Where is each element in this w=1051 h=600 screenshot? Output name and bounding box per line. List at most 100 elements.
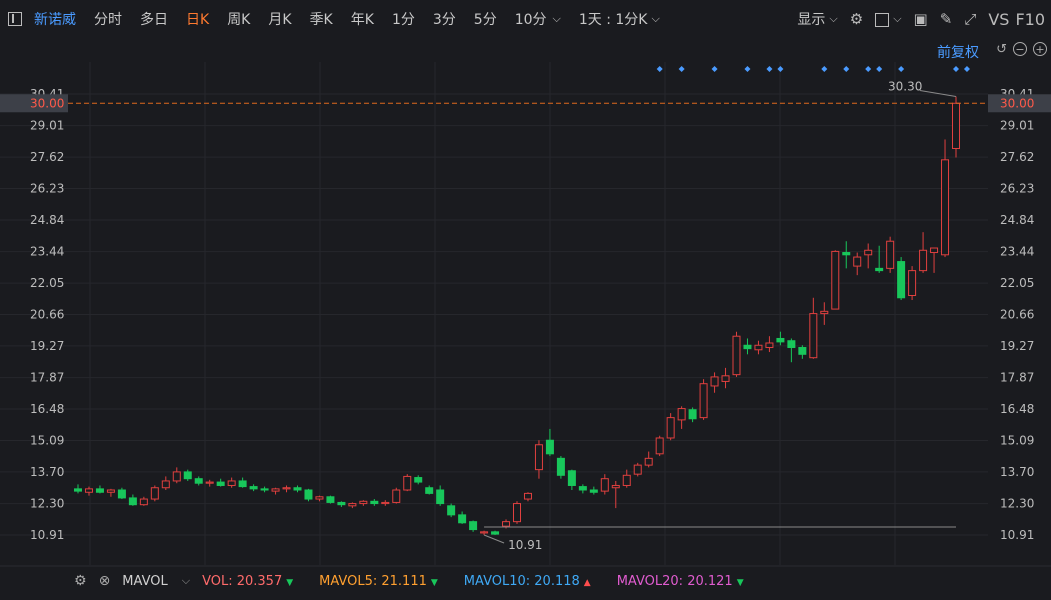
candle-body: [370, 500, 379, 505]
candle-body: [765, 342, 774, 349]
y-tick-right-10: 17.87: [1000, 371, 1034, 385]
chevron-down-icon[interactable]: ⌵: [181, 574, 191, 587]
indicator-name[interactable]: MAVOL: [122, 573, 168, 589]
toolbar: 新诺威 分时 多日 日K 周K 月K 季K 年K 1分 3分 5分 10分 ⌵ 1天 : 1分K ⌵ 显示…: [0, 0, 1051, 38]
candle: [359, 500, 368, 506]
candle: [831, 250, 840, 310]
close-icon[interactable]: ⊗: [98, 573, 111, 589]
period-tab-5[interactable]: 季K: [309, 12, 333, 28]
candle-body: [798, 347, 807, 355]
period-tab-6[interactable]: 年K: [350, 12, 374, 28]
down-arrow-icon: ▼: [430, 577, 438, 588]
event-marker-8: [865, 66, 872, 72]
candle: [600, 474, 609, 495]
down-arrow-icon: ▼: [736, 577, 744, 588]
chevron-down-icon[interactable]: ⌵: [893, 12, 902, 25]
candle-body: [941, 159, 950, 256]
candle-body: [117, 489, 126, 499]
candle: [655, 435, 664, 457]
sidebar-toggle-icon[interactable]: [8, 12, 22, 26]
candle-body: [831, 250, 840, 310]
candle: [447, 503, 456, 518]
candle: [644, 451, 653, 468]
mavol5-item: MAVOL5: 21.111 ▼: [319, 573, 438, 589]
candle: [677, 406, 686, 429]
candle: [513, 501, 521, 524]
camera-icon[interactable]: ▣: [913, 10, 928, 28]
y-tick-right-11: 16.48: [1000, 402, 1034, 416]
candle: [567, 469, 576, 490]
period-tab-1[interactable]: 多日: [140, 12, 168, 28]
candle-body: [260, 488, 269, 491]
candle-body: [864, 249, 873, 256]
candle: [414, 475, 423, 485]
chevron-down-icon[interactable]: ⌵: [829, 12, 838, 25]
gear-icon[interactable]: ⚙: [849, 10, 864, 28]
period-tab-10[interactable]: 10分: [514, 12, 547, 28]
candle: [271, 487, 280, 495]
candle: [952, 96, 960, 158]
multi-period-tab[interactable]: 1天 : 1分K: [578, 12, 648, 28]
candle-body: [952, 102, 960, 150]
candle-body: [282, 487, 291, 490]
candle-body: [534, 444, 543, 471]
chevron-down-icon[interactable]: ⌵: [651, 12, 660, 25]
current-price-label-left: 30.00: [30, 96, 64, 110]
vs-button[interactable]: VS: [988, 9, 1010, 29]
candle: [436, 485, 445, 506]
chevron-down-icon[interactable]: ⌵: [552, 12, 561, 25]
event-marker-12: [963, 66, 970, 72]
candle: [787, 338, 796, 363]
candle-body: [293, 487, 302, 491]
event-marker-9: [876, 66, 883, 72]
box-icon[interactable]: [875, 10, 890, 28]
adjust-mode-button[interactable]: 前复权: [937, 45, 979, 61]
period-tab-3[interactable]: 周K: [227, 12, 251, 28]
fullscreen-icon[interactable]: ⤢: [964, 10, 977, 28]
candle-body: [227, 480, 236, 486]
f10-button[interactable]: F10: [1015, 9, 1045, 29]
candle-body: [523, 492, 532, 500]
pencil-icon[interactable]: ✎: [939, 10, 953, 28]
period-tab-2[interactable]: 日K: [186, 12, 210, 28]
event-marker-6: [821, 66, 828, 72]
high-pointer-line: [919, 89, 957, 97]
down-arrow-icon: ▼: [286, 577, 294, 588]
candle: [534, 440, 543, 479]
candle-body: [908, 270, 917, 297]
high-price-label: 30.30: [888, 79, 922, 93]
candle: [205, 479, 214, 487]
candle-body: [216, 481, 225, 486]
candle: [721, 367, 730, 389]
candle: [117, 487, 126, 500]
candle: [106, 488, 115, 497]
candle: [95, 485, 104, 494]
candle: [886, 236, 895, 273]
candle: [315, 495, 324, 502]
low-pointer-line: [483, 534, 505, 544]
period-tab-9[interactable]: 5分: [473, 12, 497, 28]
undo-icon[interactable]: ↺: [996, 42, 1007, 57]
candle-body: [567, 470, 576, 486]
candle: [633, 462, 642, 477]
candle: [425, 485, 434, 495]
candle: [84, 486, 93, 496]
period-tab-8[interactable]: 3分: [432, 12, 456, 28]
candle-body: [447, 505, 456, 516]
stock-name[interactable]: 新诺威: [34, 12, 76, 28]
candle-body: [513, 503, 521, 523]
y-tick-right-15: 10.91: [1000, 528, 1034, 542]
display-menu[interactable]: 显示: [797, 12, 826, 28]
zoom-in-icon[interactable]: +: [1033, 42, 1047, 56]
y-tick-right-6: 23.44: [1000, 245, 1034, 259]
period-tab-7[interactable]: 1分: [391, 12, 415, 28]
candle-body: [787, 340, 796, 349]
candle-body: [414, 477, 423, 483]
gear-icon[interactable]: ⚙: [74, 573, 87, 589]
period-tab-0[interactable]: 分时: [94, 12, 122, 28]
candle-body: [337, 501, 346, 506]
period-tab-4[interactable]: 月K: [268, 12, 292, 28]
zoom-out-icon[interactable]: −: [1013, 42, 1027, 56]
candle: [710, 372, 719, 393]
